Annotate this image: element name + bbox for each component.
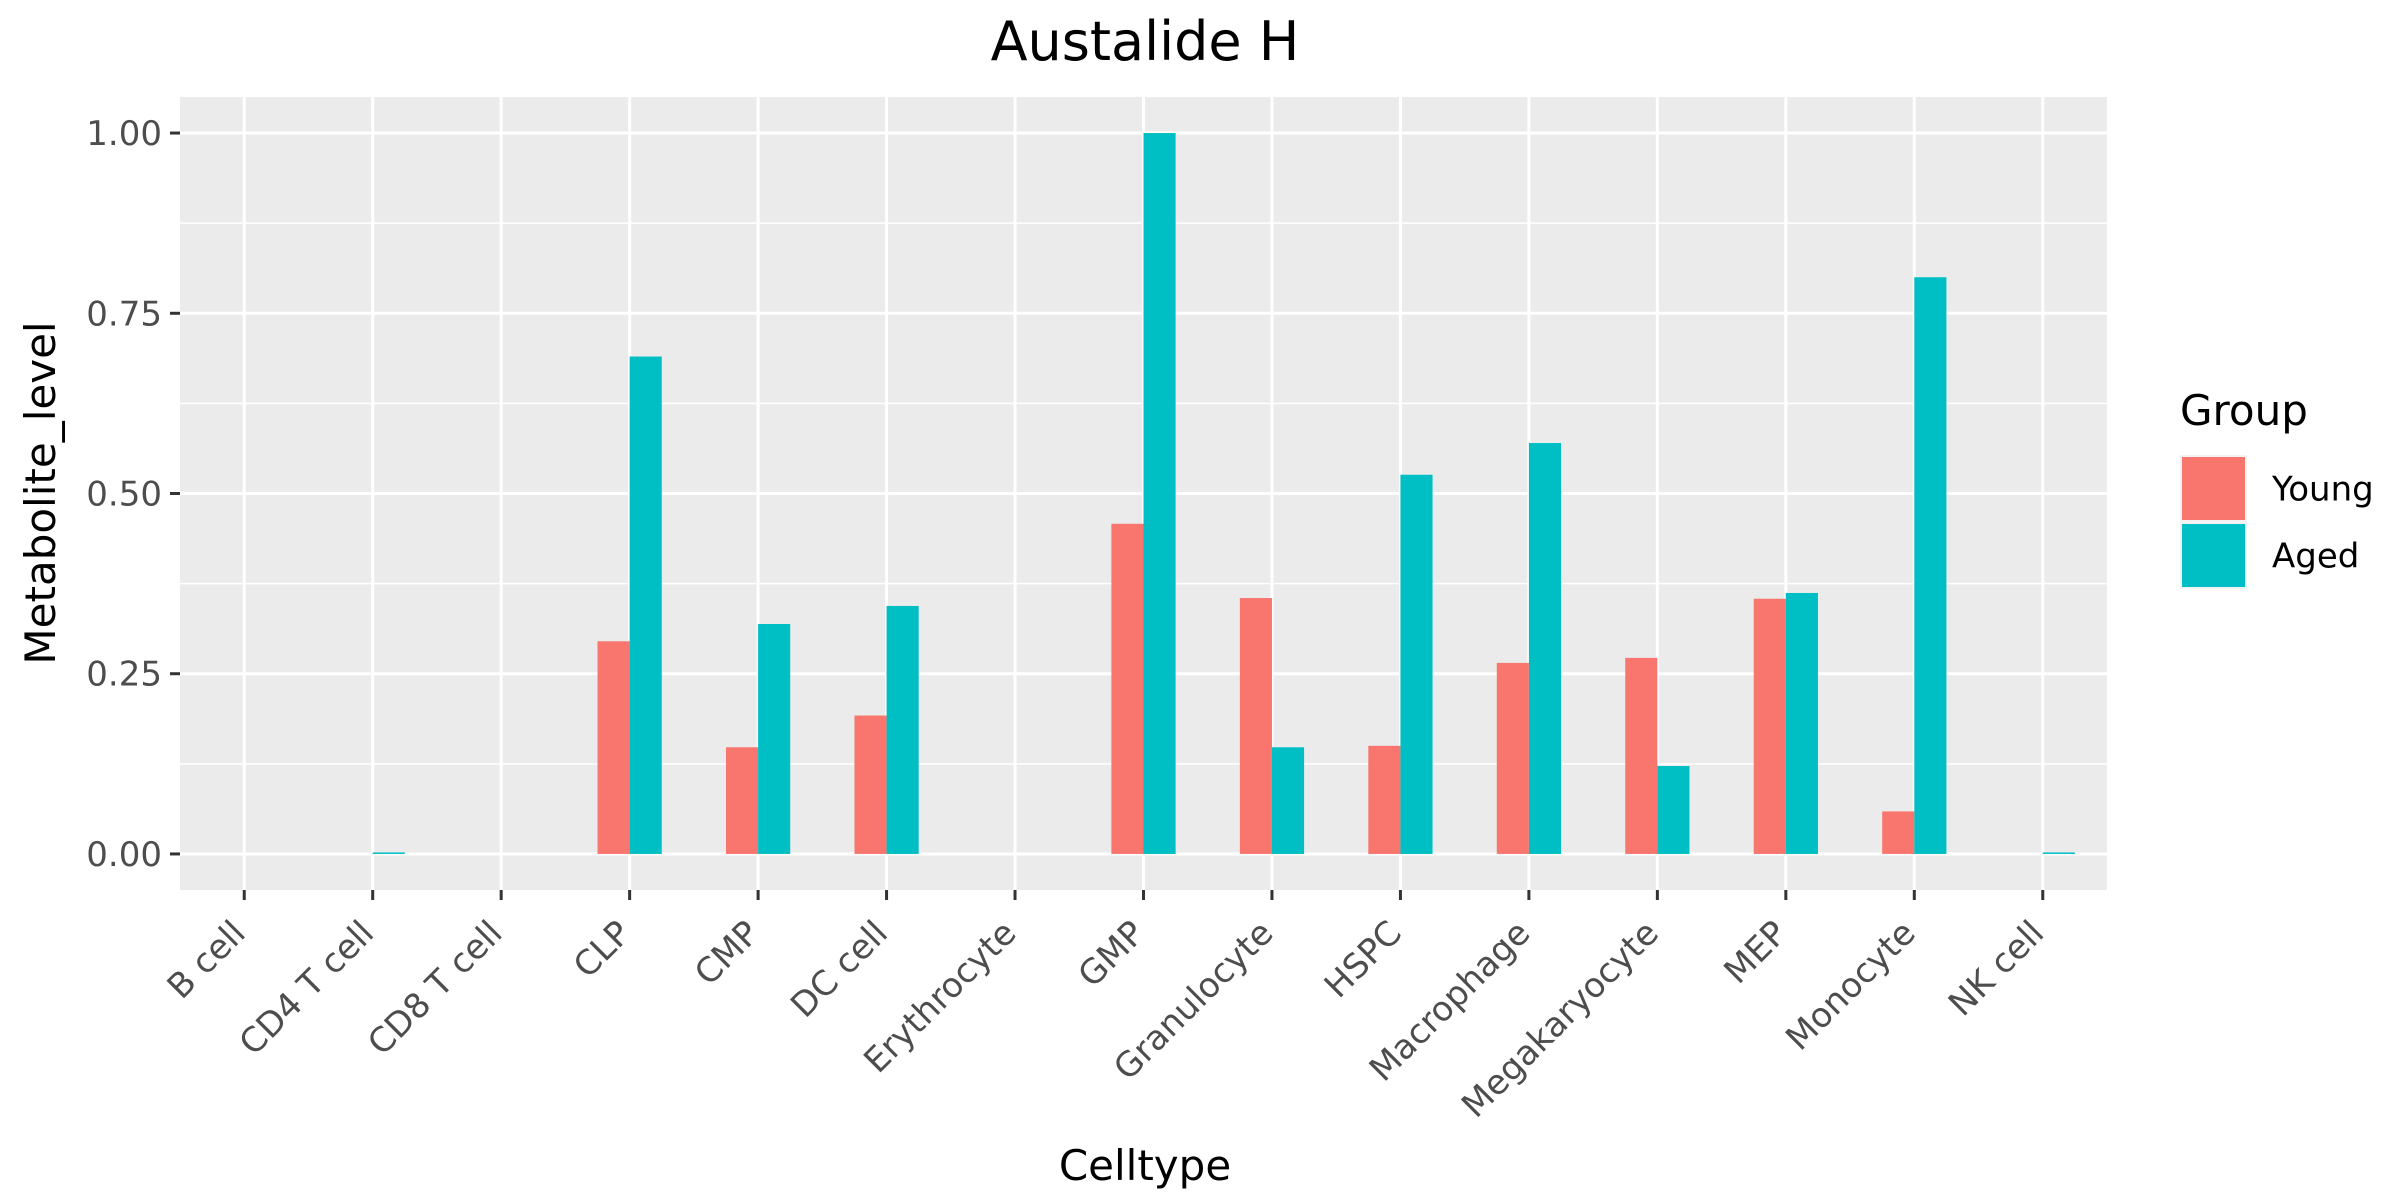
x-tick-label: DC cell <box>783 913 896 1026</box>
legend-label-young: Young <box>2271 470 2374 510</box>
bar-young-macrophage <box>1496 662 1529 854</box>
bar-aged-macrophage <box>1528 443 1562 854</box>
legend-swatch-aged <box>2182 524 2245 587</box>
bar-aged-cd4-t-cell <box>372 852 405 854</box>
bar-young-clp <box>597 641 630 854</box>
x-tick-label: CMP <box>687 913 767 993</box>
chart-title: Austalide H <box>991 10 1300 73</box>
y-tick-label: 0.00 <box>86 835 162 875</box>
bar-aged-hspc <box>1400 474 1433 854</box>
x-tick-label: Monocyte <box>1778 913 1923 1058</box>
bar-aged-clp <box>629 356 662 854</box>
y-tick-label: 1.00 <box>86 114 162 154</box>
x-axis-title: Celltype <box>1059 1141 1231 1190</box>
bar-aged-megakaryocyte <box>1657 766 1690 854</box>
y-axis-title: Metabolite_level <box>16 321 65 664</box>
x-tick-label: GMP <box>1071 913 1153 995</box>
x-tick-label: MEP <box>1716 913 1795 992</box>
legend-label-aged: Aged <box>2272 537 2359 577</box>
x-tick-label: B cell <box>160 913 254 1007</box>
x-tick-label: CD8 T cell <box>360 913 510 1063</box>
x-tick-label: CD4 T cell <box>232 913 382 1063</box>
bar-young-megakaryocyte <box>1625 657 1658 854</box>
x-tick-label: CLP <box>566 913 639 986</box>
bar-young-mep <box>1753 598 1786 854</box>
bar-aged-nk-cell <box>2042 852 2075 854</box>
legend-swatch-young <box>2182 457 2245 520</box>
x-tick-label: HSPC <box>1317 913 1410 1006</box>
bar-aged-granulocyte <box>1271 747 1305 854</box>
bar-young-hspc <box>1368 745 1401 854</box>
y-tick-label: 0.75 <box>86 294 162 334</box>
bar-young-dc-cell <box>854 715 887 854</box>
bar-aged-mep <box>1785 592 1818 854</box>
y-tick-label: 0.25 <box>86 655 162 695</box>
bar-young-cmp <box>725 747 759 854</box>
bar-aged-gmp <box>1143 133 1176 854</box>
bar-young-monocyte <box>1882 811 1915 854</box>
legend-title: Group <box>2180 386 2308 435</box>
y-tick-label: 0.50 <box>86 475 162 515</box>
bar-aged-dc-cell <box>886 605 919 854</box>
bar-young-granulocyte <box>1239 598 1272 854</box>
bar-aged-monocyte <box>1914 277 1947 854</box>
bar-young-gmp <box>1111 523 1144 854</box>
bar-aged-cmp <box>758 623 791 854</box>
x-tick-label: NK cell <box>1941 913 2052 1024</box>
